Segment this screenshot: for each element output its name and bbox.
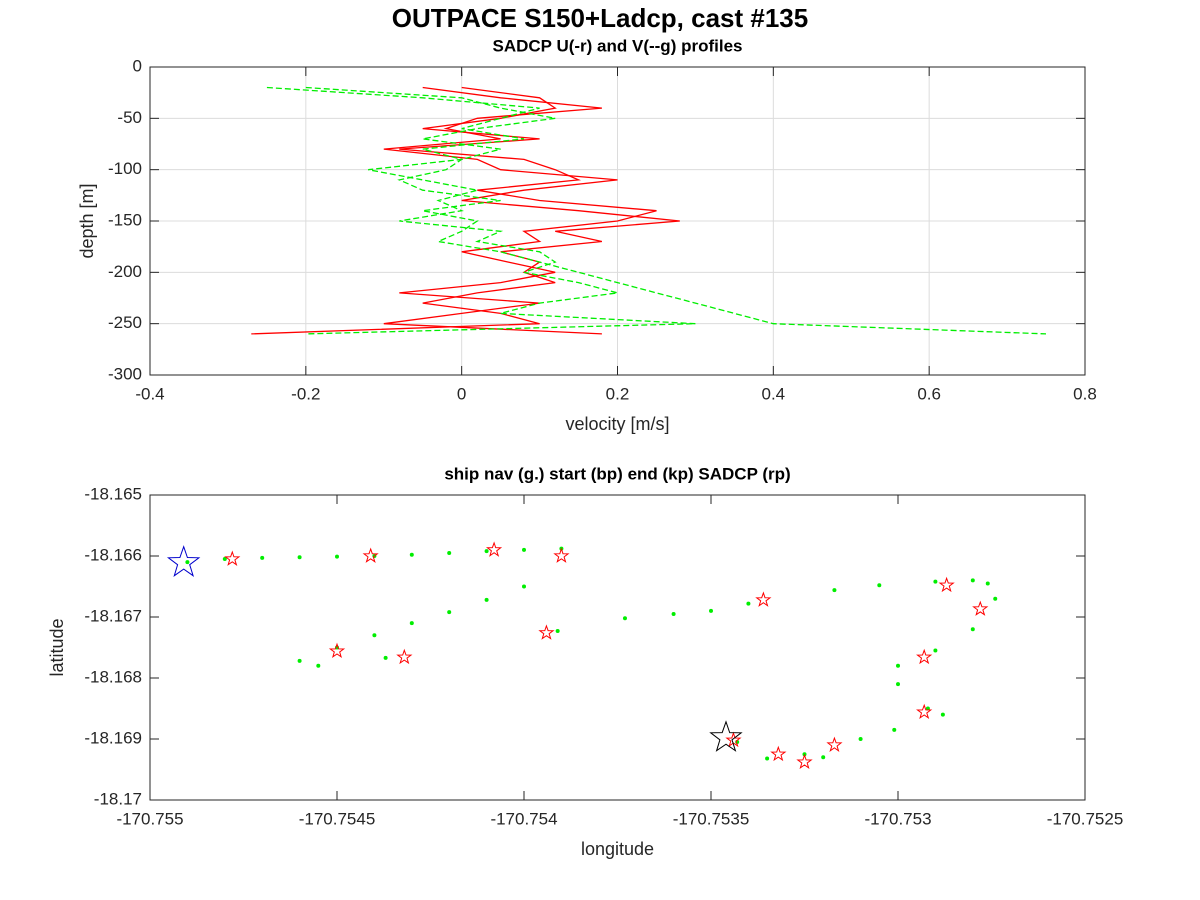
x-tick-label: -170.753: [864, 809, 931, 828]
star-marker: [916, 703, 933, 720]
y-tick-label: -18.168: [84, 667, 142, 686]
x-tick-label: -170.7525: [1047, 809, 1124, 828]
plot-frame: [149, 66, 1086, 376]
nav-point: [970, 578, 975, 583]
nav-point: [222, 557, 227, 562]
nav-point: [383, 655, 388, 660]
nav-point: [409, 552, 414, 557]
y-tick-label: -18.166: [84, 545, 142, 564]
star-marker: [770, 745, 787, 762]
x-tick-label: 0: [457, 384, 466, 403]
x-tick-label: -170.755: [116, 809, 183, 828]
x-tick-label: 0.8: [1073, 384, 1097, 403]
y-tick-label: -150: [108, 210, 142, 229]
y-axis-label: depth [m]: [77, 183, 97, 258]
y-tick-label: -18.167: [84, 606, 142, 625]
nav-point: [832, 588, 837, 593]
nav-point: [522, 547, 526, 552]
nav-point: [858, 737, 863, 741]
star-marker: [538, 624, 555, 640]
nav-point: [933, 579, 938, 584]
x-tick-label: -170.7545: [299, 809, 376, 828]
figure-title: OUTPACE S150+Ladcp, cast #135: [392, 3, 808, 33]
nav-point: [892, 727, 897, 732]
star-marker: [796, 753, 813, 770]
y-tick-label: -18.169: [84, 728, 142, 747]
y-tick-label: -250: [108, 313, 142, 332]
star-marker: [396, 648, 413, 665]
star-marker: [972, 600, 989, 616]
plot-frame: [149, 494, 1086, 801]
profile-line: [266, 86, 1047, 335]
star-marker: [224, 550, 241, 566]
nav-point: [821, 755, 826, 760]
star-marker: [362, 547, 379, 563]
x-tick-label: 0.2: [606, 384, 630, 403]
nav-point: [622, 616, 627, 621]
x-tick-label: 0.6: [917, 384, 941, 403]
nav-point: [709, 608, 713, 613]
star-marker: [485, 541, 503, 557]
y-tick-label: -18.165: [84, 484, 142, 503]
y-tick-label: 0: [133, 56, 142, 75]
profile-line: [383, 86, 657, 335]
nav-point: [985, 581, 990, 586]
nav-point: [896, 682, 900, 687]
y-tick-label: -50: [117, 108, 142, 127]
nav-point: [409, 621, 414, 626]
nav-point: [555, 629, 560, 634]
nav-point: [316, 663, 321, 668]
y-tick-label: -200: [108, 262, 142, 281]
star-marker: [709, 720, 743, 752]
nav-point: [297, 555, 302, 560]
nav-point: [671, 611, 676, 616]
x-tick-label: -170.754: [490, 809, 557, 828]
nav-point: [877, 583, 882, 588]
nav-point: [522, 584, 526, 589]
nav-point: [896, 663, 900, 668]
nav-point: [335, 554, 339, 559]
y-tick-label: -100: [108, 159, 142, 178]
star-marker: [328, 642, 346, 659]
y-tick-label: -300: [108, 364, 142, 383]
x-tick-label: -170.7535: [673, 809, 750, 828]
chart-title: ship nav (g.) start (bp) end (kp) SADCP …: [444, 464, 790, 483]
x-axis-label: longitude: [581, 839, 654, 859]
nav-point: [297, 658, 302, 663]
star-marker: [166, 545, 201, 577]
chart-title: SADCP U(-r) and V(--g) profiles: [493, 36, 743, 55]
nav-point: [746, 601, 751, 606]
x-tick-label: 0.4: [762, 384, 786, 403]
nav-point: [993, 596, 998, 601]
y-tick-label: -18.17: [94, 789, 142, 808]
nav-point: [765, 756, 770, 761]
star-marker: [938, 576, 955, 593]
x-tick-label: -0.2: [291, 384, 320, 403]
x-axis-label: velocity [m/s]: [565, 414, 669, 434]
nav-point: [970, 627, 975, 632]
nav-point: [484, 597, 489, 602]
star-marker: [916, 648, 933, 665]
plot-area: [150, 495, 1085, 800]
nav-point: [372, 633, 377, 638]
nav-point: [185, 560, 190, 565]
nav-point: [933, 648, 938, 653]
star-marker: [755, 591, 772, 607]
profile-line: [305, 86, 696, 335]
nav-point: [940, 712, 945, 717]
star-marker: [826, 736, 843, 753]
y-axis-label: latitude: [47, 618, 67, 676]
nav-point: [447, 550, 452, 555]
nav-point: [260, 555, 265, 560]
nav-point: [484, 549, 489, 554]
x-tick-label: -0.4: [135, 384, 164, 403]
nav-point: [447, 610, 452, 615]
star-marker: [553, 547, 570, 563]
profile-line: [251, 86, 680, 335]
